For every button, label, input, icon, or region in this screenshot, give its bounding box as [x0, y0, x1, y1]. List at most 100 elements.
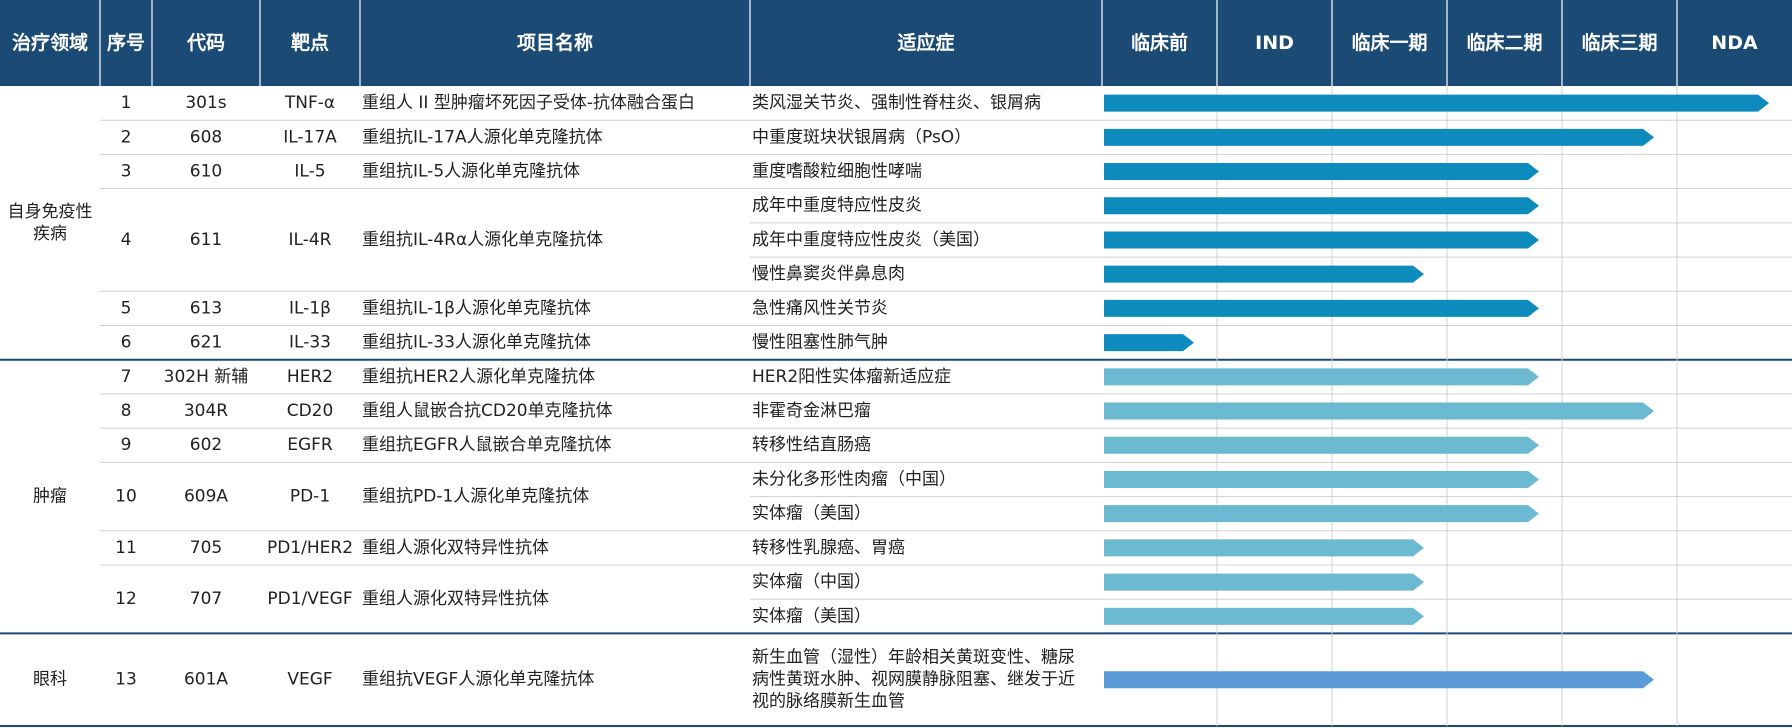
project-code-line: 304R	[184, 401, 228, 421]
header-cell-line: 代码	[186, 32, 225, 54]
stage-progress-bar	[1104, 265, 1424, 283]
indication-line: 实体瘤（美国）	[752, 606, 871, 626]
project-name: 重组人源化双特异性抗体	[362, 538, 549, 558]
project-number: 2	[121, 127, 132, 147]
project-name: 重组抗EGFR人鼠嵌合单克隆抗体	[362, 435, 612, 455]
project-number-line: 4	[121, 230, 132, 250]
project-code: 707	[190, 589, 222, 609]
stage-header-line: 临床一期	[1351, 31, 1427, 54]
stage-header-line: NDA	[1711, 32, 1758, 54]
header-cell: 靶点	[291, 31, 329, 54]
project-name-line: 重组抗HER2人源化单克隆抗体	[362, 367, 595, 387]
indication-line: 慢性阻塞性肺气肿	[752, 332, 888, 353]
project-target: IL-4R	[289, 230, 332, 250]
stage-header-line: 临床二期	[1466, 31, 1542, 54]
project-name-line: 重组人源化双特异性抗体	[362, 538, 549, 558]
project-number: 12	[115, 589, 137, 609]
progress-bars	[1104, 94, 1769, 689]
project-number: 7	[121, 367, 132, 387]
indication: 实体瘤（美国）	[752, 606, 871, 626]
indication: 转移性乳腺癌、胃癌	[752, 538, 905, 558]
indication: 类风湿关节炎、强制性脊柱炎、银屑病	[752, 93, 1041, 113]
project-number: 1	[121, 93, 132, 113]
stage-header: 临床三期	[1581, 31, 1657, 54]
project-code-line: 609A	[184, 487, 228, 507]
project-target: IL-17A	[283, 127, 337, 147]
indication: 成年中重度特应性皮炎	[752, 196, 922, 216]
indication-line: 成年中重度特应性皮炎（美国）	[752, 230, 990, 250]
project-name: 重组抗IL-4Rα人源化单克隆抗体	[362, 230, 603, 250]
project-target-line: EGFR	[287, 435, 333, 455]
project-code-line: 611	[190, 230, 222, 250]
indication-line: 病性黄斑水肿、视网膜静脉阻塞、继发于近	[752, 670, 1075, 690]
indication-line: 实体瘤（中国）	[752, 572, 871, 592]
indication: 转移性结直肠癌	[752, 435, 871, 455]
project-code: 621	[190, 333, 222, 353]
stage-header: NDA	[1711, 32, 1758, 54]
stage-progress-bar	[1104, 163, 1539, 181]
stage-progress-bar	[1104, 607, 1424, 625]
header-cell: 项目名称	[517, 31, 593, 54]
indication: 慢性阻塞性肺气肿	[752, 332, 888, 353]
indication-line: 非霍奇金淋巴瘤	[752, 401, 871, 421]
indication-line: 中重度斑块状银屑病（PsO）	[752, 127, 971, 147]
project-target-line: IL-33	[289, 333, 331, 353]
project-name-line: 重组抗IL-1β人源化单克隆抗体	[362, 298, 591, 318]
indication: HER2阳性实体瘤新适应症	[752, 367, 951, 387]
stage-progress-bar	[1104, 671, 1654, 689]
project-name: 重组抗HER2人源化单克隆抗体	[362, 367, 595, 387]
therapeutic-area: 肿瘤	[33, 487, 67, 507]
indication: 重度嗜酸粒细胞性哮喘	[752, 162, 922, 182]
project-number-line: 1	[121, 93, 132, 113]
therapeutic-area-line: 自身免疫性	[8, 202, 93, 222]
project-code: 601A	[184, 670, 228, 690]
project-code: 304R	[184, 401, 228, 421]
stage-header: 临床二期	[1466, 31, 1542, 54]
stage-progress-bar	[1104, 368, 1539, 386]
project-target-line: IL-5	[294, 162, 325, 182]
project-target-line: VEGF	[287, 670, 332, 690]
project-code: 610	[190, 162, 222, 182]
project-target-line: HER2	[287, 367, 333, 387]
project-target-line: PD1/HER2	[267, 538, 353, 558]
header-cell: 适应症	[897, 31, 954, 54]
project-number-line: 11	[115, 538, 137, 558]
project-number-line: 6	[121, 333, 132, 353]
project-code: 705	[190, 538, 222, 558]
indication-line: HER2阳性实体瘤新适应症	[752, 367, 951, 387]
project-target-line: IL-17A	[283, 127, 337, 147]
stage-progress-bar	[1104, 402, 1654, 420]
project-number-line: 10	[115, 487, 137, 507]
project-target: TNF-α	[284, 93, 335, 113]
stage-progress-bar	[1104, 197, 1539, 215]
indication: 新生血管（湿性）年龄相关黄斑变性、糖尿病性黄斑水肿、视网膜静脉阻塞、继发于近视的…	[752, 648, 1075, 712]
therapeutic-area-line: 肿瘤	[33, 487, 67, 507]
project-name-line: 重组抗VEGF人源化单克隆抗体	[362, 670, 594, 690]
project-target-line: PD-1	[290, 487, 330, 507]
project-target: CD20	[287, 401, 334, 421]
therapeutic-area: 眼科	[33, 670, 67, 690]
project-target-line: IL-4R	[289, 230, 332, 250]
project-number: 4	[121, 230, 132, 250]
project-target: PD-1	[290, 487, 330, 507]
project-code-line: 602	[190, 435, 222, 455]
project-target: IL-33	[289, 333, 331, 353]
indication: 未分化多形性肉瘤（中国）	[752, 469, 956, 489]
project-number-line: 7	[121, 367, 132, 387]
stage-header: 临床前	[1131, 31, 1188, 54]
project-target: IL-1β	[289, 298, 331, 318]
indication-line: 视的脉络膜新生血管	[752, 692, 905, 712]
header-background	[0, 0, 1792, 86]
header-cell: 治疗领域	[12, 31, 88, 54]
header-cell-line: 项目名称	[517, 31, 593, 54]
project-name-line: 重组抗PD-1人源化单克隆抗体	[362, 487, 589, 507]
project-number: 5	[121, 298, 132, 318]
stage-progress-bar	[1104, 505, 1539, 523]
project-name-line: 重组人 II 型肿瘤坏死因子受体-抗体融合蛋白	[362, 93, 695, 113]
indication-line: 实体瘤（美国）	[752, 504, 871, 524]
project-target-line: CD20	[287, 401, 334, 421]
project-code-line: 610	[190, 162, 222, 182]
project-name-line: 重组抗IL-17A人源化单克隆抗体	[362, 127, 603, 147]
project-name: 重组抗IL-33人源化单克隆抗体	[362, 333, 591, 353]
